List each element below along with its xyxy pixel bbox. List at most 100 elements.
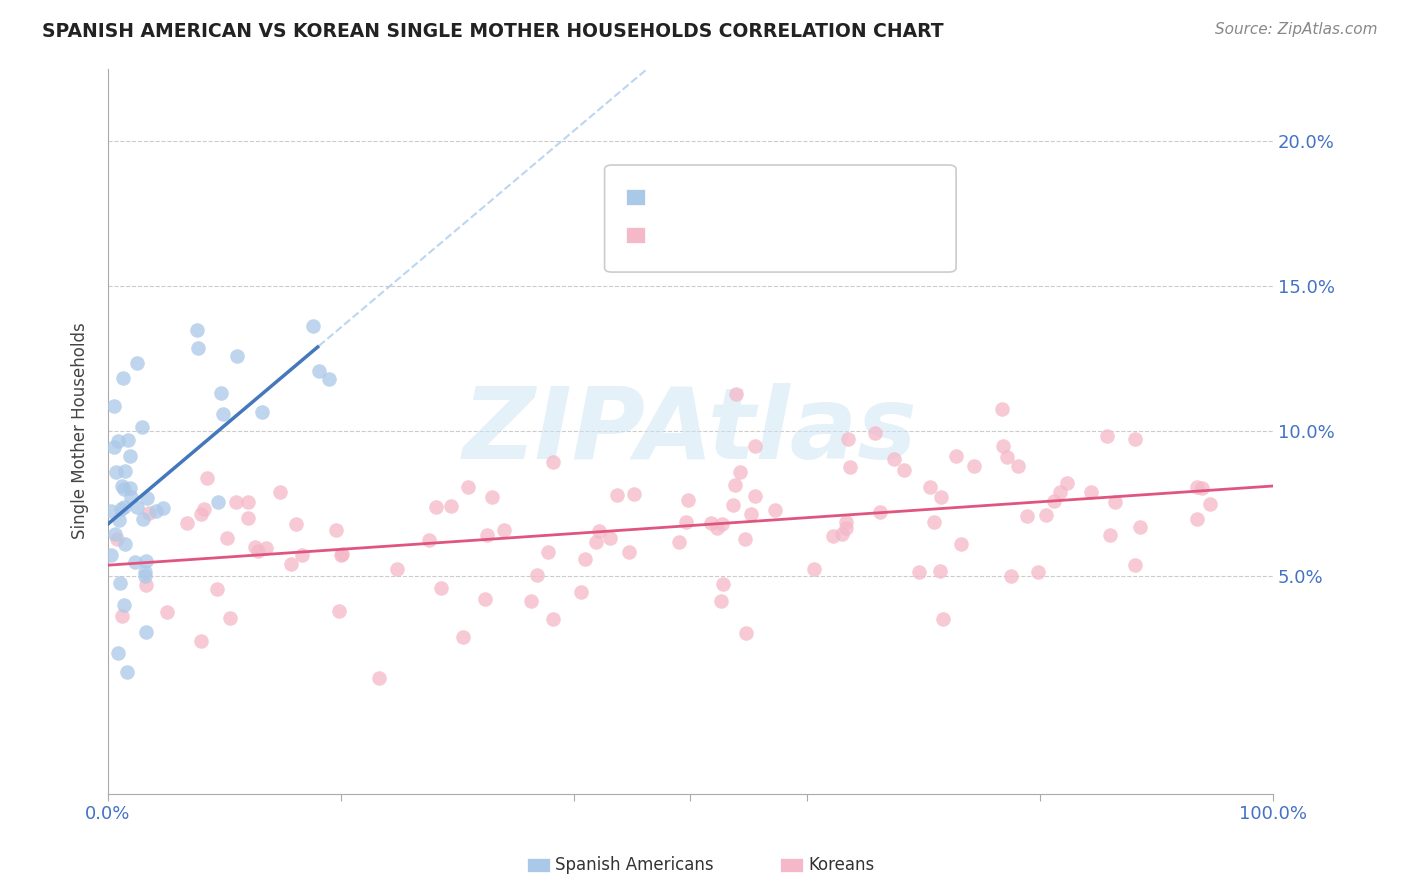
Point xyxy=(962,458,984,473)
Point xyxy=(418,533,440,548)
Point xyxy=(949,537,972,551)
Point xyxy=(104,526,127,541)
Point xyxy=(706,521,728,535)
Point xyxy=(993,438,1015,452)
Point xyxy=(269,484,291,499)
Point xyxy=(721,498,744,512)
Point xyxy=(920,480,942,494)
Point xyxy=(103,399,125,413)
Point xyxy=(1015,508,1038,523)
Point xyxy=(120,481,142,495)
Point xyxy=(588,524,610,538)
Point xyxy=(329,548,352,562)
Point xyxy=(893,463,915,477)
Point xyxy=(152,500,174,515)
Point xyxy=(114,464,136,478)
Point xyxy=(1035,508,1057,522)
Point xyxy=(710,516,733,531)
Point xyxy=(835,521,858,535)
Text: Source: ZipAtlas.com: Source: ZipAtlas.com xyxy=(1215,22,1378,37)
Point xyxy=(111,479,134,493)
Point xyxy=(134,565,156,579)
Point xyxy=(711,577,734,591)
Point xyxy=(103,440,125,454)
Point xyxy=(104,465,127,479)
Point xyxy=(132,512,155,526)
Point xyxy=(606,488,628,502)
Point xyxy=(740,507,762,521)
Point xyxy=(112,483,135,497)
Point xyxy=(156,605,179,619)
Point xyxy=(520,594,543,608)
Point xyxy=(250,405,273,419)
Point xyxy=(285,516,308,531)
Point xyxy=(127,500,149,514)
Point xyxy=(100,504,122,518)
Point xyxy=(425,500,447,515)
Point xyxy=(238,511,260,525)
Point xyxy=(585,535,607,549)
Point xyxy=(246,543,269,558)
Point xyxy=(922,516,945,530)
Point xyxy=(1043,494,1066,508)
Point xyxy=(744,489,766,503)
Point xyxy=(110,502,132,516)
Point xyxy=(245,540,267,554)
Point xyxy=(114,537,136,551)
Point xyxy=(318,372,340,386)
Point xyxy=(387,562,409,576)
Point xyxy=(837,432,859,446)
Point xyxy=(176,516,198,531)
Point xyxy=(187,341,209,355)
Point xyxy=(254,541,277,555)
Point xyxy=(105,533,128,547)
Point xyxy=(120,490,142,504)
Point xyxy=(117,433,139,447)
Point xyxy=(112,500,135,515)
Point xyxy=(1099,527,1122,541)
Point xyxy=(945,450,967,464)
Point xyxy=(744,439,766,453)
Point xyxy=(110,576,132,591)
Point xyxy=(135,578,157,592)
Point xyxy=(475,528,498,542)
Text: N = 45: N = 45 xyxy=(830,187,897,205)
Point xyxy=(205,582,228,596)
Point xyxy=(1123,558,1146,572)
Point xyxy=(124,555,146,569)
Point xyxy=(617,545,640,559)
Point xyxy=(537,545,560,559)
Point xyxy=(823,529,845,543)
Point xyxy=(991,402,1014,417)
Point xyxy=(136,491,159,505)
Point xyxy=(676,492,699,507)
Point xyxy=(107,434,129,448)
Point xyxy=(1000,568,1022,582)
Point xyxy=(929,490,952,504)
Text: R = 0.220: R = 0.220 xyxy=(654,225,744,243)
Point xyxy=(236,495,259,509)
Point xyxy=(280,557,302,571)
Point xyxy=(675,515,697,529)
Point xyxy=(574,552,596,566)
Point xyxy=(929,565,952,579)
Point xyxy=(569,585,592,599)
Point xyxy=(668,535,690,549)
Text: ZIPAtlas: ZIPAtlas xyxy=(463,383,918,480)
Point xyxy=(193,501,215,516)
Point xyxy=(1026,565,1049,579)
Text: SPANISH AMERICAN VS KOREAN SINGLE MOTHER HOUSEHOLDS CORRELATION CHART: SPANISH AMERICAN VS KOREAN SINGLE MOTHER… xyxy=(42,22,943,41)
Point xyxy=(190,507,212,521)
Point xyxy=(215,531,238,545)
Point xyxy=(1104,495,1126,509)
Point xyxy=(1191,481,1213,495)
Point xyxy=(869,505,891,519)
Point xyxy=(724,478,747,492)
Point xyxy=(451,631,474,645)
Point xyxy=(734,533,756,547)
Point xyxy=(111,371,134,385)
Point xyxy=(835,515,858,529)
Point xyxy=(474,591,496,606)
Point xyxy=(838,459,860,474)
Point xyxy=(308,364,330,378)
